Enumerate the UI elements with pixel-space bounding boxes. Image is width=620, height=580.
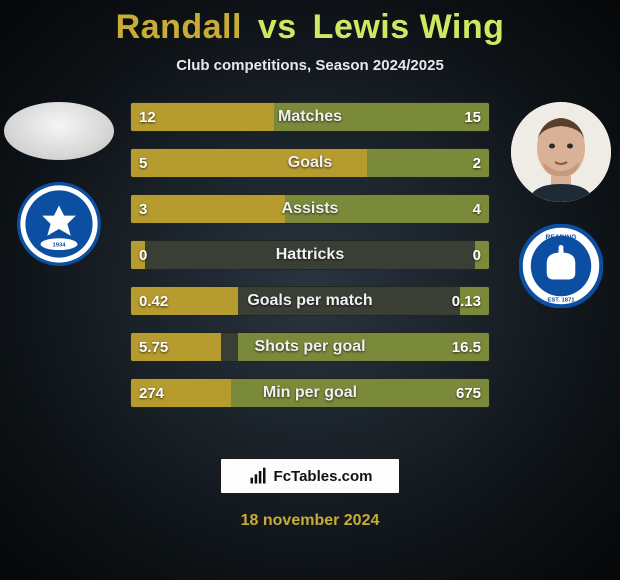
vs-separator: vs xyxy=(258,8,297,46)
player2-bar xyxy=(475,241,489,269)
brand-text: FcTables.com xyxy=(274,468,373,485)
player1-bar xyxy=(131,241,145,269)
svg-text:1934: 1934 xyxy=(52,243,66,249)
subtitle: Club competitions, Season 2024/2025 xyxy=(0,57,620,74)
svg-text:READING: READING xyxy=(546,234,577,241)
stat-row: Matches1215 xyxy=(130,102,490,132)
player2-bar xyxy=(460,287,489,315)
stat-row: Assists34 xyxy=(130,194,490,224)
player1-bar xyxy=(131,379,231,407)
player2-column: READING EST. 1871 xyxy=(506,102,616,308)
stat-row: Goals52 xyxy=(130,148,490,178)
stat-row: Shots per goal5.7516.5 xyxy=(130,332,490,362)
stat-row: Hattricks00 xyxy=(130,240,490,270)
player2-bar xyxy=(274,103,489,131)
player1-column: 1934 xyxy=(4,102,114,266)
player2-bar xyxy=(285,195,489,223)
player1-bar xyxy=(131,103,274,131)
player1-name: Randall xyxy=(116,8,242,46)
svg-text:EST. 1871: EST. 1871 xyxy=(547,297,575,303)
stat-row: Goals per match0.420.13 xyxy=(130,286,490,316)
stat-label: Hattricks xyxy=(131,241,489,269)
comparison-arena: 1934 xyxy=(0,102,620,432)
player1-avatar xyxy=(4,102,114,160)
stat-bars: Matches1215 Goals52 Assists34 Hattricks00 Go… xyxy=(130,102,490,408)
player1-bar xyxy=(131,333,221,361)
player2-avatar xyxy=(511,102,611,202)
player1-club-badge: 1934 xyxy=(17,182,101,266)
date-text: 18 november 2024 xyxy=(0,512,620,530)
player1-bar xyxy=(131,287,238,315)
chart-icon xyxy=(248,466,268,486)
comparison-title: Randall vs Lewis Wing xyxy=(0,0,620,47)
player1-bar xyxy=(131,149,367,177)
player2-bar xyxy=(238,333,489,361)
player2-bar xyxy=(231,379,489,407)
stat-row: Min per goal274675 xyxy=(130,378,490,408)
player2-bar xyxy=(367,149,489,177)
brand-badge: FcTables.com xyxy=(220,458,400,494)
player1-bar xyxy=(131,195,285,223)
player2-club-badge: READING EST. 1871 xyxy=(519,224,603,308)
player2-name: Lewis Wing xyxy=(313,8,505,46)
